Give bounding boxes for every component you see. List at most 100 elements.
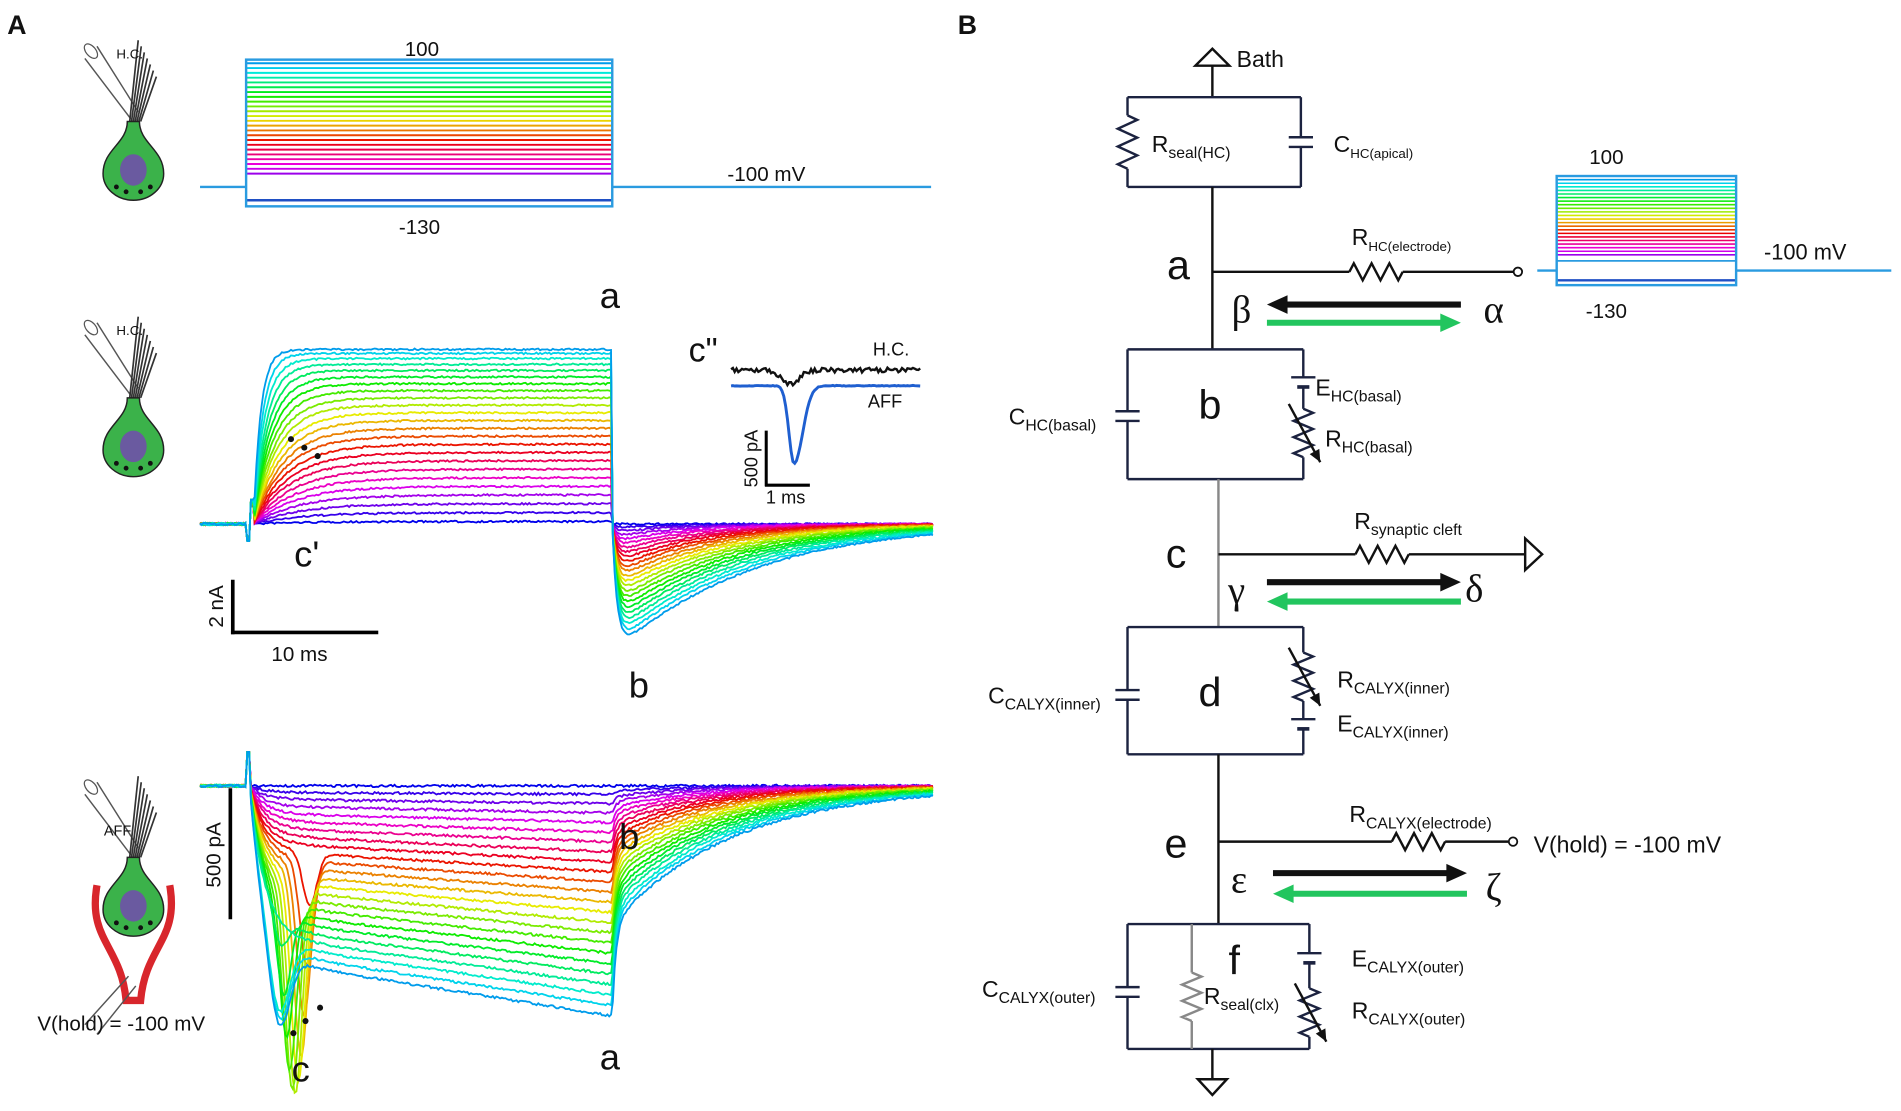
label: a xyxy=(600,1037,621,1078)
label: b xyxy=(629,664,649,705)
label: V(hold) = -100 mV xyxy=(1534,832,1722,858)
label: H.C. xyxy=(116,46,143,61)
current-trace xyxy=(199,750,933,976)
dot xyxy=(314,453,321,460)
current-trace xyxy=(199,350,934,631)
current-trace xyxy=(199,750,933,854)
synapse xyxy=(138,189,144,195)
label: b xyxy=(619,816,639,857)
component-symbol: R xyxy=(1352,224,1369,250)
hair-bundle xyxy=(130,322,143,399)
component-symbol: R xyxy=(1204,983,1221,1009)
component-symbol: R xyxy=(1325,425,1342,451)
component-label: ECALYX(outer) xyxy=(1352,945,1464,976)
label: -100 mV xyxy=(727,163,805,186)
terminal xyxy=(1507,836,1519,847)
step-outline xyxy=(244,58,614,208)
synapse xyxy=(147,920,153,926)
hair-bundle xyxy=(130,782,143,858)
component-symbol: C xyxy=(1009,404,1026,430)
label: -100 mV xyxy=(1764,240,1847,265)
node-label: e xyxy=(1165,820,1188,866)
dot xyxy=(302,1018,309,1025)
resistor xyxy=(1178,971,1205,1023)
label: c' xyxy=(294,533,319,574)
synapse xyxy=(123,189,129,195)
arrow-head xyxy=(1272,884,1294,904)
component-subscript: CALYX(outer) xyxy=(1367,960,1464,977)
current-trace xyxy=(199,434,934,568)
node-label: f xyxy=(1228,937,1240,983)
label: AFF xyxy=(868,392,902,412)
label: 1 ms xyxy=(766,487,805,507)
synapse xyxy=(138,925,144,931)
hair-bundle xyxy=(136,64,152,122)
pipette xyxy=(96,985,137,1035)
component-symbol: E xyxy=(1337,710,1352,736)
hair-bundle xyxy=(136,800,152,858)
component-symbol: R xyxy=(1354,508,1371,534)
label: 500 pA xyxy=(742,429,762,487)
label: V(hold) = -100 mV xyxy=(37,1013,205,1036)
hair-bundle xyxy=(134,58,149,122)
arrow-head xyxy=(1309,448,1321,463)
hair-bundle xyxy=(134,794,149,858)
component-symbol: R xyxy=(1349,801,1366,827)
inset-trace xyxy=(730,383,921,466)
arrow-head xyxy=(1446,863,1467,883)
label: -130 xyxy=(399,216,440,239)
component-subscript: CALYX(inner) xyxy=(1354,681,1450,698)
current-trace xyxy=(199,381,934,603)
hair-bundle xyxy=(130,46,143,122)
dot xyxy=(287,436,295,443)
component-subscript: HC(apical) xyxy=(1350,146,1413,161)
label: 500 pA xyxy=(203,822,226,888)
synapse xyxy=(147,184,153,190)
current-label: δ xyxy=(1465,568,1483,611)
label: 100 xyxy=(405,38,439,61)
dot xyxy=(290,1030,297,1037)
synapse xyxy=(147,460,153,466)
current-trace xyxy=(199,750,934,1026)
nucleus xyxy=(120,154,147,186)
hair-bundle xyxy=(138,346,155,399)
resistor xyxy=(1390,830,1447,853)
component-label: CHC(basal) xyxy=(1009,404,1097,435)
current-trace xyxy=(199,374,934,609)
hair-bundle xyxy=(138,806,155,858)
calyx xyxy=(91,884,176,1005)
current-label: β xyxy=(1232,289,1252,332)
pipette-tip xyxy=(83,43,99,59)
component-label: EHC(basal) xyxy=(1315,374,1401,405)
label: 2 nA xyxy=(205,585,228,628)
hair-bundle xyxy=(136,340,152,399)
current-trace xyxy=(199,750,934,965)
current-trace xyxy=(200,395,934,592)
component-label: Rsynaptic cleft xyxy=(1354,508,1462,539)
pipette xyxy=(84,975,130,1026)
hair-bundle xyxy=(132,52,146,122)
label: 100 xyxy=(1589,146,1623,169)
nucleus xyxy=(120,890,147,922)
current-trace xyxy=(199,750,934,1039)
panel-label: A xyxy=(7,10,26,40)
component-subscript: CALYX(inner) xyxy=(1005,696,1101,713)
arrow-head xyxy=(1315,1028,1327,1042)
label: a xyxy=(600,275,621,316)
current-label: ζ xyxy=(1486,866,1502,909)
component-label: CCALYX(inner) xyxy=(988,682,1101,713)
terminal xyxy=(1512,266,1524,277)
ground-symbol xyxy=(1523,535,1544,573)
current-trace xyxy=(199,750,934,1021)
resistor xyxy=(1354,543,1410,566)
resistor xyxy=(1114,114,1141,170)
synapse xyxy=(113,184,119,190)
dot xyxy=(317,1004,324,1011)
hair-bundle xyxy=(139,76,158,122)
nucleus xyxy=(120,430,147,463)
hair-bundle xyxy=(128,316,140,398)
step-outline xyxy=(1555,174,1738,287)
hair-bundle xyxy=(132,788,146,858)
hair-bundle xyxy=(138,70,155,122)
